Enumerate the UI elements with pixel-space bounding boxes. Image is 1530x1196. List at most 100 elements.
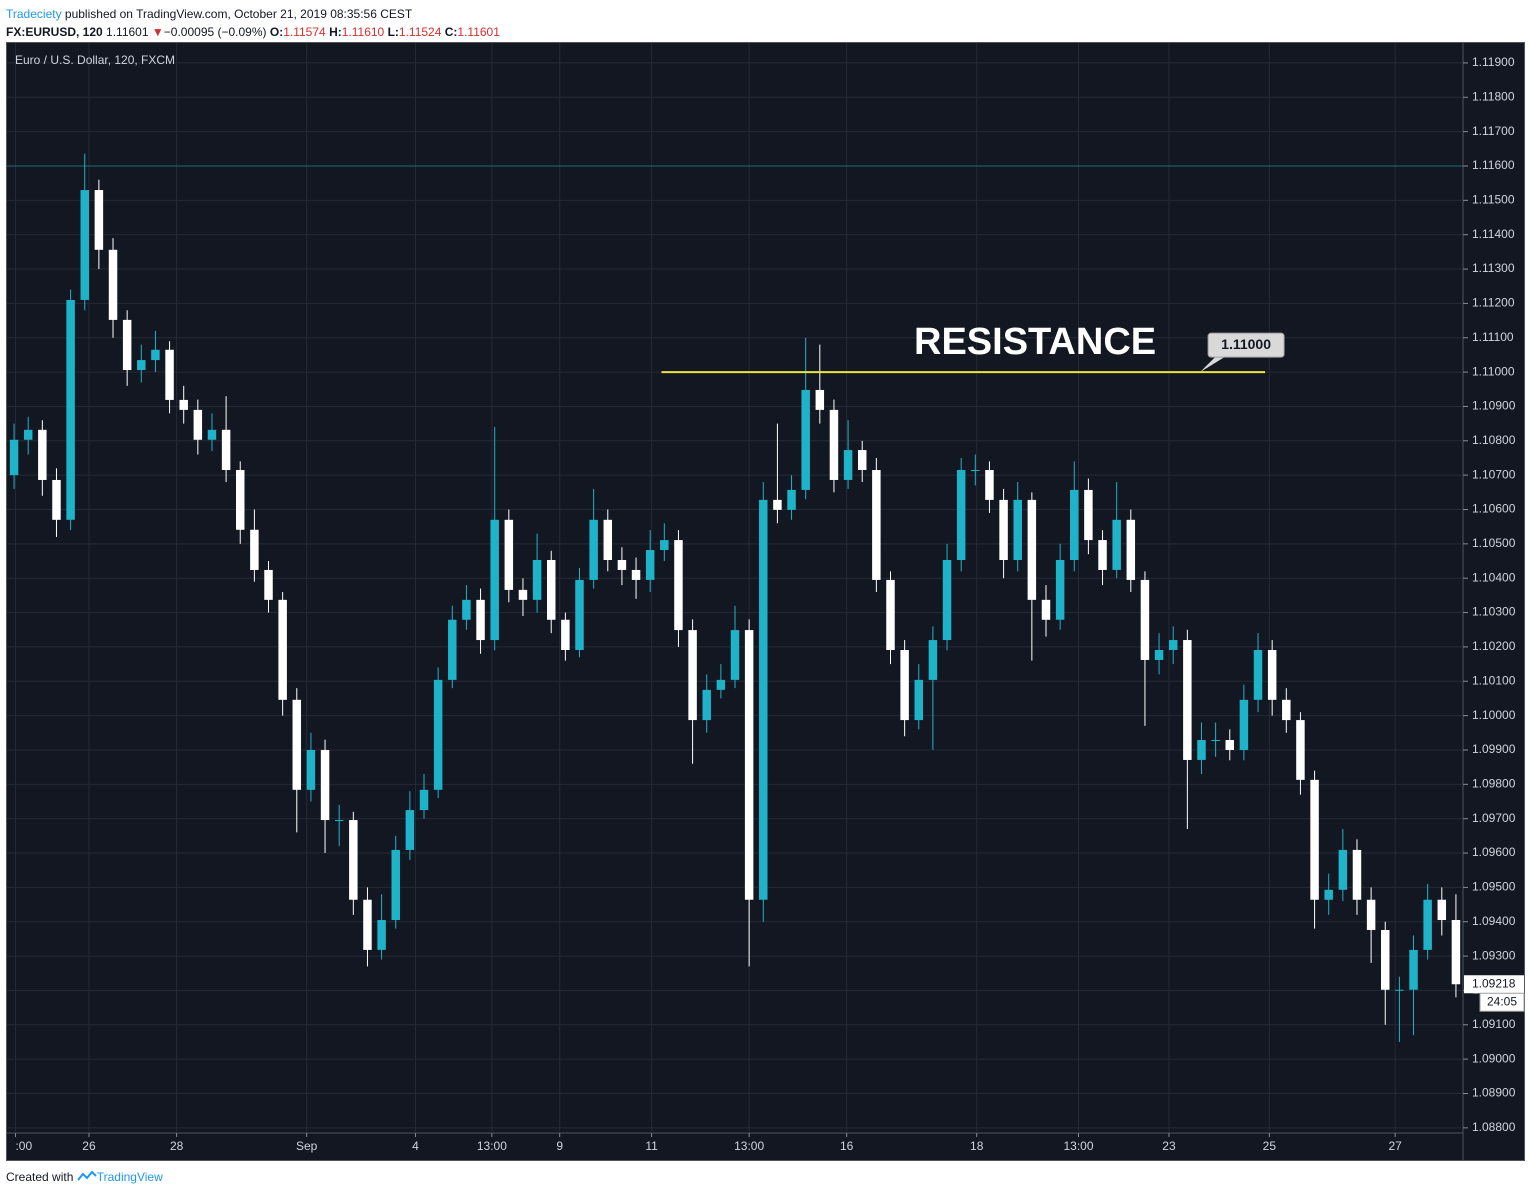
y-tick-label: 1.09500 — [1472, 880, 1516, 894]
candle-body — [603, 519, 613, 561]
candle-body — [193, 409, 203, 440]
candle-body — [250, 529, 259, 570]
candle-body — [518, 589, 528, 600]
candle-body — [122, 319, 132, 371]
candle-body — [900, 650, 909, 721]
quote-line: FX:EURUSD, 120 1.11601 ▼−0.00095 (−0.09%… — [6, 23, 500, 41]
resistance-label: RESISTANCE — [914, 321, 1156, 363]
y-tick-label: 1.11800 — [1472, 89, 1515, 103]
candle-body — [787, 489, 796, 510]
candle-body — [1112, 519, 1121, 570]
candle-body — [52, 479, 61, 520]
y-tick-label: 1.10200 — [1472, 639, 1516, 653]
candle-body — [377, 920, 386, 950]
candle-body — [1395, 989, 1404, 991]
y-tick-label: 1.10400 — [1472, 570, 1516, 584]
callout-label: 1.11000 — [1221, 336, 1271, 352]
candle-body — [9, 439, 19, 476]
candle-body — [1366, 899, 1376, 930]
candle-body — [462, 599, 471, 620]
x-tick-label: 18 — [970, 1139, 984, 1153]
logo-icon — [76, 1170, 97, 1181]
candle-body — [730, 630, 740, 680]
candle-body — [872, 469, 881, 580]
candle-body — [306, 749, 316, 790]
candle-body — [1267, 650, 1277, 700]
candle-body — [801, 389, 810, 490]
candle-body — [617, 560, 627, 570]
author[interactable]: Tradeciety — [6, 7, 62, 21]
countdown-box — [1479, 992, 1525, 1012]
y-tick-label: 1.10600 — [1472, 502, 1516, 516]
c-key: C: — [444, 25, 458, 39]
candle-body — [1197, 740, 1206, 760]
candle-body — [363, 899, 372, 950]
published: published on TradingView.com, October 21… — [61, 7, 413, 21]
y-tick-label: 1.11000 — [1472, 364, 1515, 378]
l: 1.11524 — [398, 25, 442, 39]
callout-pointer — [1200, 356, 1227, 373]
candle-body — [829, 409, 839, 480]
l-key: L: — [387, 25, 399, 39]
candle-body — [1211, 740, 1220, 742]
candle-body — [631, 569, 641, 580]
y-tick-label: 1.11200 — [1472, 296, 1515, 310]
x-tick-label: 26 — [82, 1139, 96, 1153]
candle-body — [1338, 849, 1348, 890]
candle-body — [151, 349, 160, 361]
candle-body — [80, 190, 89, 300]
candle-body — [857, 450, 867, 470]
candle-body — [716, 679, 726, 690]
candle-body — [1352, 849, 1362, 900]
footer: Created with TradingView — [6, 1170, 163, 1184]
candle-body — [928, 640, 938, 680]
y-tick-label: 1.09600 — [1472, 845, 1516, 859]
candle-body — [674, 540, 683, 631]
candle-body — [1154, 650, 1164, 660]
candle-body — [1282, 699, 1291, 721]
candle-body — [815, 389, 825, 410]
x-tick-label: 13:00 — [477, 1139, 507, 1153]
y-tick-label: 1.09000 — [1472, 1051, 1516, 1065]
candle-body — [914, 679, 924, 721]
candle-body — [221, 429, 231, 470]
y-tick-label: 1.10100 — [1472, 673, 1516, 687]
candle-body — [108, 249, 118, 320]
candle-body — [320, 749, 330, 821]
x-tick-label: 25 — [1263, 1139, 1277, 1153]
time-axis: :00 26 28 Sep 4 13:00 9 11 13:00 16 18 13:00 23 25 27 — [14, 1133, 1402, 1153]
y-tick-label: 1.11100 — [1472, 330, 1514, 344]
y-tick-label: 1.10700 — [1472, 467, 1516, 481]
candle-body — [660, 540, 669, 551]
candle-body — [971, 469, 980, 471]
candle-body — [1296, 720, 1305, 780]
candle-body — [1027, 499, 1037, 600]
candle-body — [1183, 640, 1192, 760]
candle-body — [1324, 889, 1333, 900]
candle-body — [1451, 920, 1461, 985]
candle-body — [1013, 499, 1022, 561]
y-tick-label: 1.10500 — [1472, 536, 1516, 550]
candle-body — [1041, 599, 1051, 620]
brand[interactable]: TradingView — [96, 1170, 163, 1184]
x-tick-label: Sep — [296, 1139, 318, 1153]
created: Created with — [6, 1170, 74, 1184]
candle-body — [23, 429, 33, 440]
y-tick-label: 1.11500 — [1472, 193, 1515, 207]
candle-body — [292, 699, 302, 790]
h: 1.11610 — [341, 25, 385, 39]
y-tick-label: 1.11300 — [1472, 261, 1515, 275]
arrow: ▼ — [151, 25, 164, 39]
x-tick-label: 4 — [412, 1139, 419, 1153]
candle-body — [476, 599, 485, 641]
candle-body — [236, 469, 245, 530]
callout-box — [1207, 332, 1285, 358]
candle-body — [137, 360, 146, 371]
candle-body — [589, 519, 598, 580]
y-tick-label: 1.09100 — [1472, 1017, 1516, 1031]
candle-body — [1070, 489, 1079, 561]
y-tick-label: 1.09700 — [1472, 811, 1516, 825]
h-key: H: — [329, 25, 342, 39]
candle-body — [1253, 650, 1263, 700]
